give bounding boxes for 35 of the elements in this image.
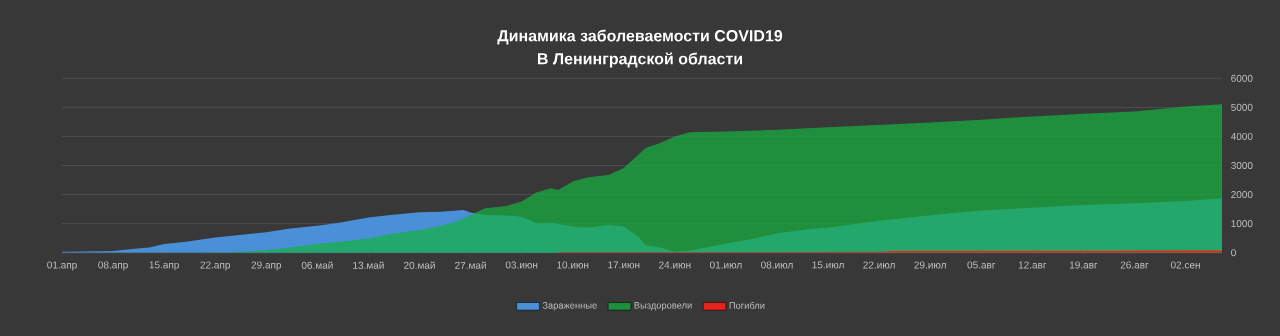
x-tick-label: 01.июл	[710, 261, 742, 269]
y-tick-label: 3000	[1231, 161, 1253, 170]
x-tick-label: 22.июл	[863, 261, 895, 269]
x-tick-label: 15.апр	[149, 261, 179, 271]
legend-label: Погибли	[729, 301, 765, 309]
x-tick-label: 01.апр	[47, 261, 77, 271]
x-tick-label: 06.май	[301, 261, 333, 269]
y-tick-label: 4000	[1230, 132, 1253, 140]
x-tick-label: 22.апр	[200, 261, 231, 271]
x-tick-label: 17.июн	[608, 261, 640, 269]
x-tick-label: 15.июл	[812, 261, 844, 269]
legend-label: Зараженные	[542, 302, 597, 311]
x-tick-label: 12.авг	[1018, 261, 1047, 269]
x-tick-label: 29.апр	[251, 261, 282, 271]
x-tick-label: 27.май	[455, 261, 486, 269]
x-tick-label: 19.авг	[1069, 261, 1098, 269]
x-tick-label: 08.апр	[98, 261, 128, 271]
y-tick-label: 5000	[1231, 103, 1253, 111]
y-tick-label: 6000	[1231, 74, 1253, 82]
chart-title: Динамика заболеваемости COVID19	[497, 29, 783, 45]
legend-label: Выздоровели	[634, 302, 692, 311]
x-tick-label: 29.июл	[914, 261, 946, 269]
x-tick-label: 20.май	[404, 261, 435, 269]
x-tick-label: 05.авг	[967, 261, 996, 269]
y-tick-label: 2000	[1231, 191, 1253, 199]
chart-subtitle: В Ленинградской области	[537, 52, 743, 68]
y-tick-label: 0	[1231, 249, 1236, 257]
x-tick-label: 08.июл	[761, 261, 793, 269]
x-tick-label: 24.июн	[659, 261, 691, 269]
x-tick-label: 03.июн	[505, 261, 538, 269]
y-tick-label: 1000	[1231, 220, 1253, 228]
x-tick-label: 02.сен	[1170, 261, 1200, 269]
x-tick-label: 10.июн	[557, 261, 589, 269]
x-tick-label: 13.май	[353, 261, 384, 269]
x-tick-label: 26.авг	[1120, 261, 1149, 269]
